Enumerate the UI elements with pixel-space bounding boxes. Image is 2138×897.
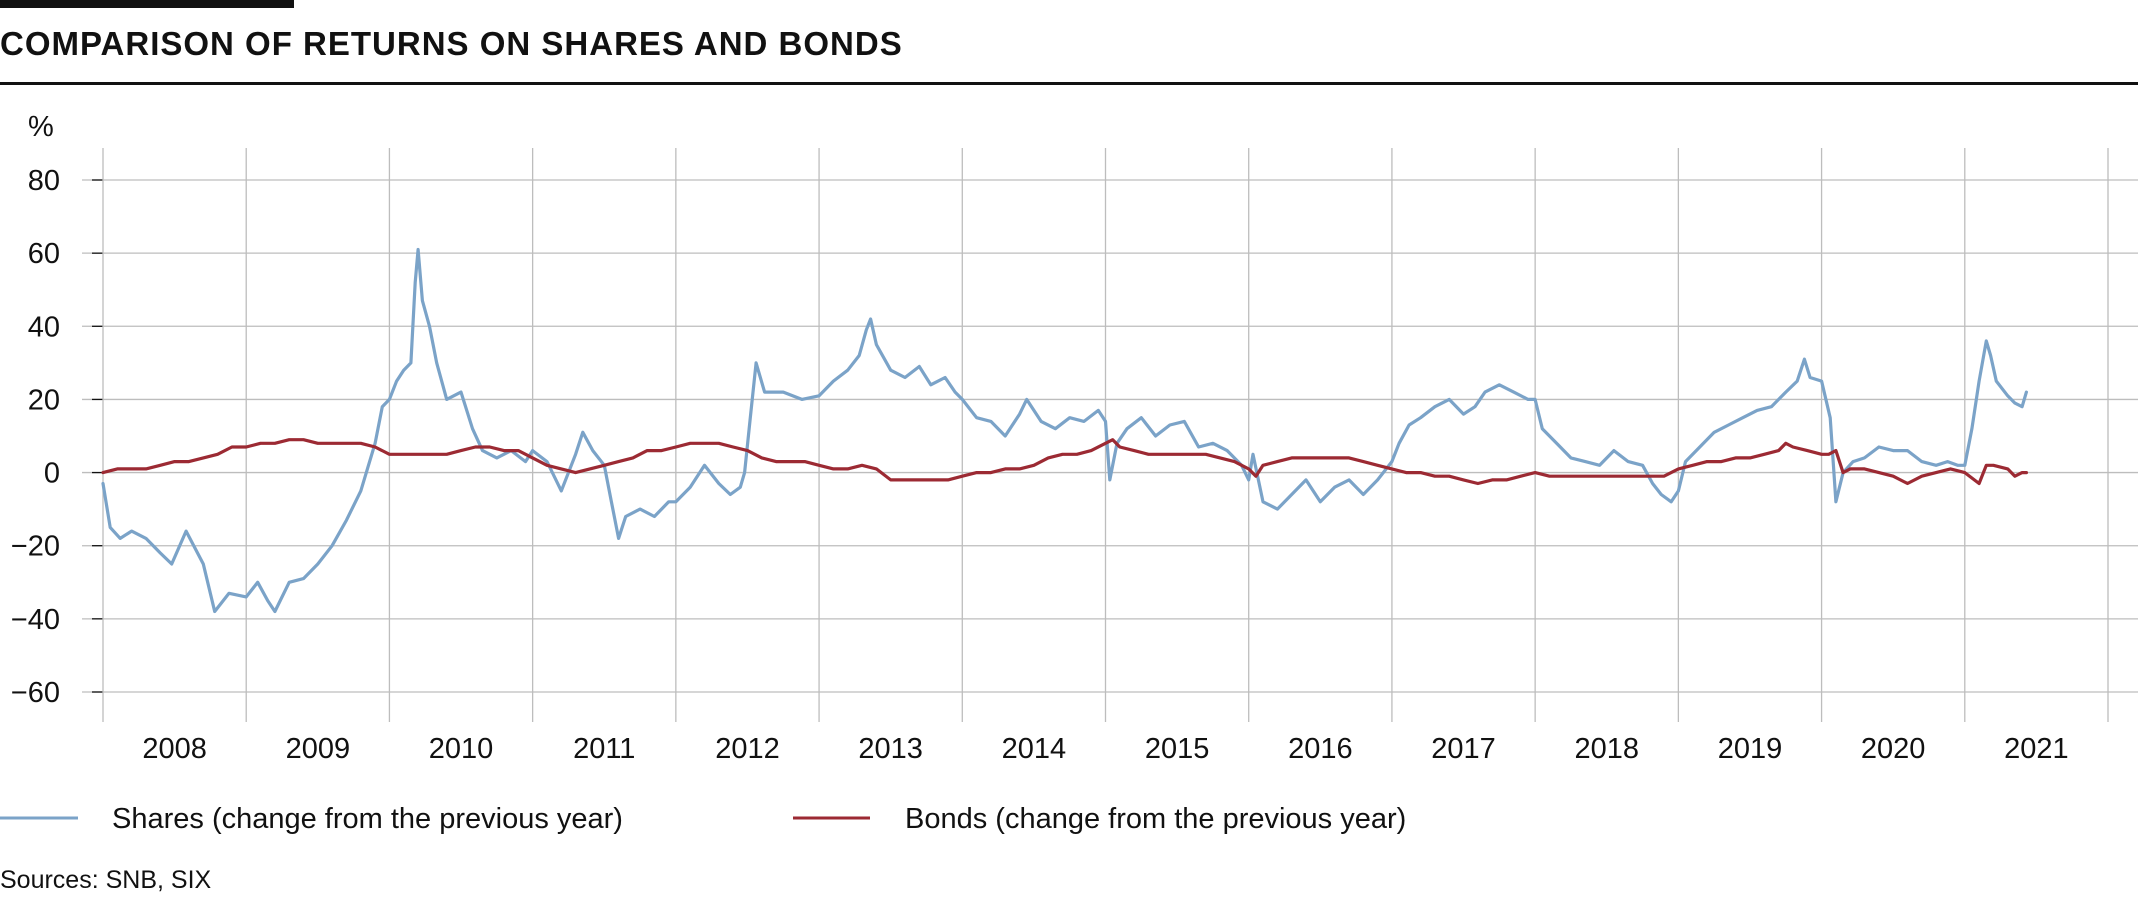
y-axis-ticks: 80 60 40 20 0 −20 −40 −60 [11, 165, 60, 709]
x-tick-label: 2018 [1574, 733, 1639, 765]
x-tick-label: 2012 [715, 733, 780, 765]
legend-label-bonds: Bonds (change from the previous year) [905, 803, 1406, 835]
x-tick-label: 2021 [2004, 733, 2069, 765]
chart-title: COMPARISON OF RETURNS ON SHARES AND BOND… [0, 25, 903, 62]
x-tick-label: 2013 [858, 733, 923, 765]
x-tick-label: 2010 [429, 733, 494, 765]
y-tick-label: −40 [11, 604, 60, 636]
y-tick-label: −20 [11, 531, 60, 563]
series-line-shares [101, 247, 2028, 614]
series-line-bonds [101, 438, 2028, 486]
top-accent-bar [0, 0, 294, 8]
grid-layer [82, 148, 2138, 722]
x-tick-label: 2014 [1002, 733, 1067, 765]
x-tick-label: 2017 [1431, 733, 1496, 765]
y-tick-label: 60 [28, 238, 60, 270]
x-axis-ticks: 2008 2009 2010 2011 2012 2013 2014 2015 2016 2017… [142, 733, 2068, 765]
y-tick-label: 40 [28, 311, 60, 343]
x-tick-label: 2016 [1288, 733, 1353, 765]
title-rule [0, 82, 2138, 85]
y-tick-label: 0 [44, 458, 60, 490]
legend-label-shares: Shares (change from the previous year) [112, 803, 623, 835]
series-layer [101, 247, 2028, 614]
x-tick-label: 2009 [286, 733, 351, 765]
x-tick-label: 2008 [142, 733, 207, 765]
legend: Shares (change from the previous year) B… [0, 803, 1406, 835]
source-note: Sources: SNB, SIX [0, 866, 212, 894]
y-tick-label: 20 [28, 384, 60, 416]
x-tick-label: 2015 [1145, 733, 1210, 765]
y-tick-label: 80 [28, 165, 60, 197]
y-tick-label: −60 [11, 677, 60, 709]
x-tick-label: 2011 [573, 733, 635, 765]
x-tick-label: 2020 [1861, 733, 1926, 765]
x-tick-label: 2019 [1718, 733, 1783, 765]
y-axis-unit: % [28, 111, 54, 143]
